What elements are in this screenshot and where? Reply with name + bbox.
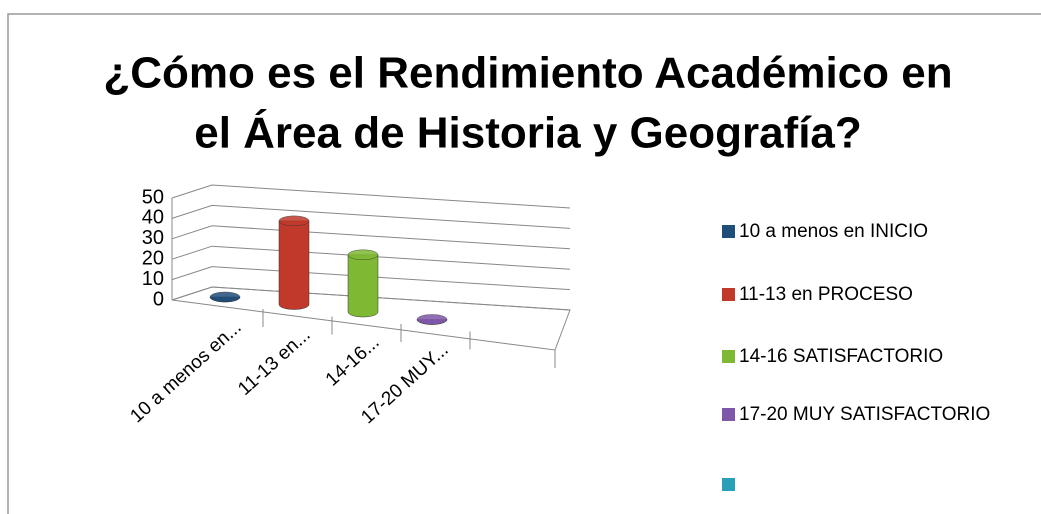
legend-swatch xyxy=(722,478,735,491)
y-tick-label: 50 xyxy=(142,186,164,208)
legend-item: 10 a menos en INICIO xyxy=(722,218,992,246)
grid-line xyxy=(171,225,571,250)
grid-line xyxy=(171,266,571,291)
legend-item: 17-20 MUY SATISFACTORIO xyxy=(722,401,992,429)
grid-line xyxy=(171,286,571,311)
y-tick-label: 40 xyxy=(142,207,164,229)
legend-item: 14-16 SATISFACTORIO xyxy=(722,343,992,371)
x-tick-label: 10 a menos en... xyxy=(126,317,245,427)
y-tick-label: 10 xyxy=(142,268,164,290)
legend-swatch xyxy=(722,408,735,421)
y-tick-label: 30 xyxy=(142,227,164,249)
x-tick-label: 11-13 en... xyxy=(234,324,315,399)
grid-line xyxy=(171,204,571,229)
legend-swatch xyxy=(722,225,735,238)
grid-line xyxy=(171,245,571,270)
y-tick-label: 0 xyxy=(153,288,164,310)
legend-label: 14-16 SATISFACTORIO xyxy=(739,346,944,367)
bar xyxy=(347,254,379,318)
y-tick-label: 20 xyxy=(142,247,164,269)
x-tick-label: 14-16... xyxy=(322,332,384,391)
legend-label: 17-20 MUY SATISFACTORIO xyxy=(739,404,991,425)
legend-item: 11-13 en PROCESO xyxy=(722,281,992,309)
chart-title: el Área de Historia y Geografía? xyxy=(194,108,862,158)
bar xyxy=(278,220,310,310)
chart-title: ¿Cómo es el Rendimiento Académico en xyxy=(103,49,952,98)
legend-label: 10 a menos en INICIO xyxy=(739,221,929,242)
bar-top xyxy=(278,215,310,227)
legend-swatch xyxy=(722,288,735,301)
bar-top xyxy=(347,249,379,261)
bar-top xyxy=(209,291,241,303)
legend-label: 11-13 en PROCESO xyxy=(739,284,913,305)
grid-line xyxy=(171,184,571,209)
bar-top xyxy=(416,314,448,325)
legend-swatch xyxy=(722,350,735,363)
frame xyxy=(7,13,1041,514)
